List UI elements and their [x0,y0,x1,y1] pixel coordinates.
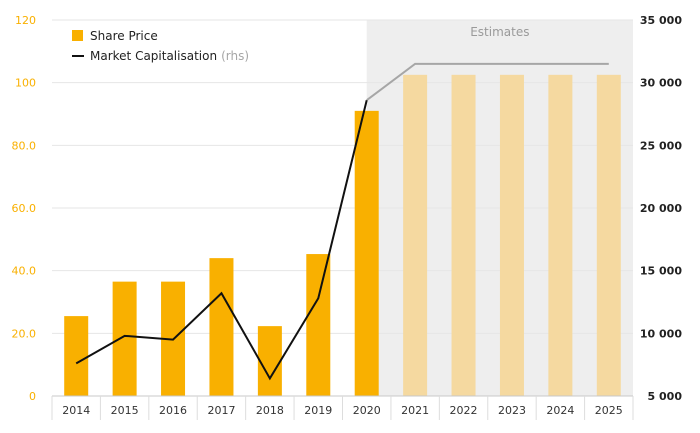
y-right-tick-label: 15 000 [640,265,682,278]
x-tick-label: 2017 [207,404,235,417]
x-tick-label: 2020 [353,404,381,417]
x-tick-label: 2019 [304,404,332,417]
market-cap-line [75,62,609,381]
y-left-tick-label: 40.0 [12,265,37,278]
share-price-bar [548,74,573,396]
share-price-bar [112,281,137,396]
y-left-tick-label: 0 [29,390,36,403]
y-right-tick-label: 20 000 [640,202,682,215]
share-price-bar [596,74,621,396]
y-axis-right: 5 000 10 000 15 000 20 000 25 000 30 000 35 00… [640,14,682,403]
share-price-bar [403,74,428,396]
y-right-tick-label: 25 000 [640,139,682,152]
share-price-bars [64,74,621,396]
legend-label-market-cap: Market Capitalisation (rhs) [90,49,249,63]
x-tick-label: 2024 [546,404,574,417]
y-left-tick-label: 100 [15,77,36,90]
y-right-tick-label: 35 000 [640,14,682,27]
x-axis: 2014 2015 2016 2017 2018 2019 2020 2021 2022 2023… [51,395,634,420]
y-left-tick-label: 20.0 [12,327,37,340]
legend: Share Price Market Capitalisation (rhs) [72,29,249,63]
share-price-bar [306,254,331,396]
x-tick-label: 2021 [401,404,429,417]
x-tick-label: 2015 [111,404,139,417]
gridlines [52,19,633,334]
market-cap-actual-line [75,99,368,381]
y-left-tick-label: 80.0 [12,139,37,152]
share-price-bar [257,326,282,396]
y-axis-left: 0 20.0 40.0 60.0 80.0 100 120 [12,14,37,403]
share-price-bar [354,110,379,396]
share-price-bar [499,74,524,396]
share-price-bar [451,74,476,396]
estimates-label: Estimates [470,25,529,39]
y-right-tick-label: 5 000 [648,390,683,403]
x-tick-label: 2018 [256,404,284,417]
x-tick-label: 2023 [498,404,526,417]
share-price-bar [209,258,234,396]
y-right-tick-label: 30 000 [640,77,682,90]
y-right-tick-label: 10 000 [640,327,682,340]
x-tick-label: 2014 [62,404,90,417]
market-cap-estimate-line [366,62,609,102]
x-tick-label: 2016 [159,404,187,417]
share-price-bar [64,316,89,396]
y-left-tick-label: 120 [15,14,36,27]
x-tick-label: 2022 [450,404,478,417]
y-left-tick-label: 60.0 [12,202,37,215]
legend-swatch-share-price [72,30,83,41]
legend-label-share-price: Share Price [90,29,158,43]
x-tick-label: 2025 [595,404,623,417]
